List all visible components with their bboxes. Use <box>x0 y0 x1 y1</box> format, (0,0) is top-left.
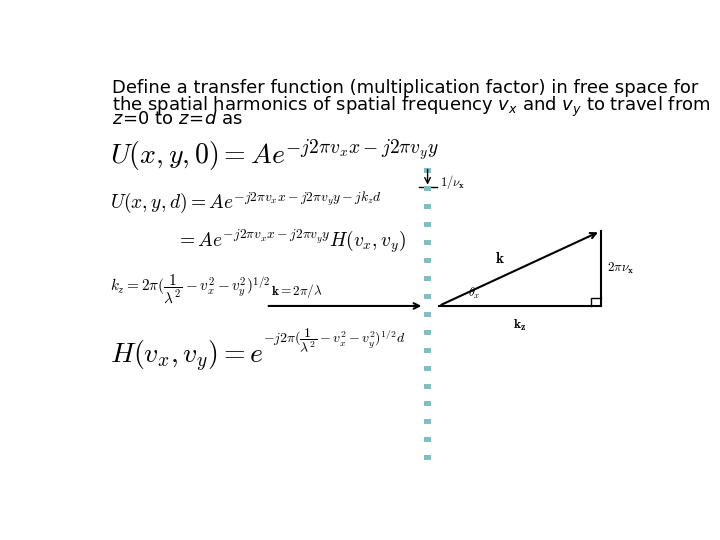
Bar <box>424 401 431 407</box>
Bar <box>424 420 431 424</box>
Text: Define a transfer function (multiplication factor) in free space for: Define a transfer function (multiplicati… <box>112 79 698 97</box>
Text: $U(x, y, d) = Ae^{-j2\pi v_x x - j2\pi v_y y - jk_z d}$: $U(x, y, d) = Ae^{-j2\pi v_x x - j2\pi v… <box>109 190 381 215</box>
Text: $H(v_x, v_y) = e$: $H(v_x, v_y) = e$ <box>109 339 263 374</box>
Text: $\mathbf{2\pi\nu_x}$: $\mathbf{2\pi\nu_x}$ <box>607 261 634 276</box>
Text: $\mathbf{k_z}$: $\mathbf{k_z}$ <box>513 318 526 333</box>
Text: $U(x, y, 0) = Ae^{-j2\pi v_x x - j2\pi v_y y}$: $U(x, y, 0) = Ae^{-j2\pi v_x x - j2\pi v… <box>109 138 438 173</box>
Bar <box>424 330 431 335</box>
Bar <box>424 312 431 317</box>
Text: $-j2\pi(\dfrac{1}{\lambda^2} - v_x^2 - v_y^2)^{1/2}d$: $-j2\pi(\dfrac{1}{\lambda^2} - v_x^2 - v… <box>263 327 405 355</box>
Text: $\mathbf{k}$: $\mathbf{k}$ <box>495 251 505 266</box>
Bar <box>424 168 431 173</box>
Bar <box>424 437 431 442</box>
Bar <box>424 366 431 370</box>
Text: $\mathbf{1/\nu_x}$: $\mathbf{1/\nu_x}$ <box>440 173 465 191</box>
Bar <box>424 455 431 460</box>
Bar <box>424 240 431 245</box>
Bar <box>424 383 431 388</box>
Text: $= Ae^{-j2\pi v_x x - j2\pi v_y y} H(v_x, v_y)$: $= Ae^{-j2\pi v_x x - j2\pi v_y y} H(v_x… <box>176 227 406 255</box>
Text: $z\!=\!0$ to $z\!=\!d$ as: $z\!=\!0$ to $z\!=\!d$ as <box>112 110 243 128</box>
Bar <box>424 204 431 209</box>
Text: the spatial harmonics of spatial frequency $v_x$ and $v_y$ to travel from: the spatial harmonics of spatial frequen… <box>112 94 711 119</box>
Bar <box>424 186 431 191</box>
Text: $\theta_x$: $\theta_x$ <box>468 286 480 301</box>
Bar <box>424 276 431 281</box>
Bar <box>424 348 431 353</box>
Text: $k_z = 2\pi(\dfrac{1}{\lambda^2} - v_x^2 - v_y^2)^{1/2}$: $k_z = 2\pi(\dfrac{1}{\lambda^2} - v_x^2… <box>109 273 270 306</box>
Bar <box>424 294 431 299</box>
Bar <box>424 258 431 263</box>
Text: $\mathbf{k=2\pi/\lambda}$: $\mathbf{k=2\pi/\lambda}$ <box>271 282 323 300</box>
Bar <box>424 222 431 227</box>
